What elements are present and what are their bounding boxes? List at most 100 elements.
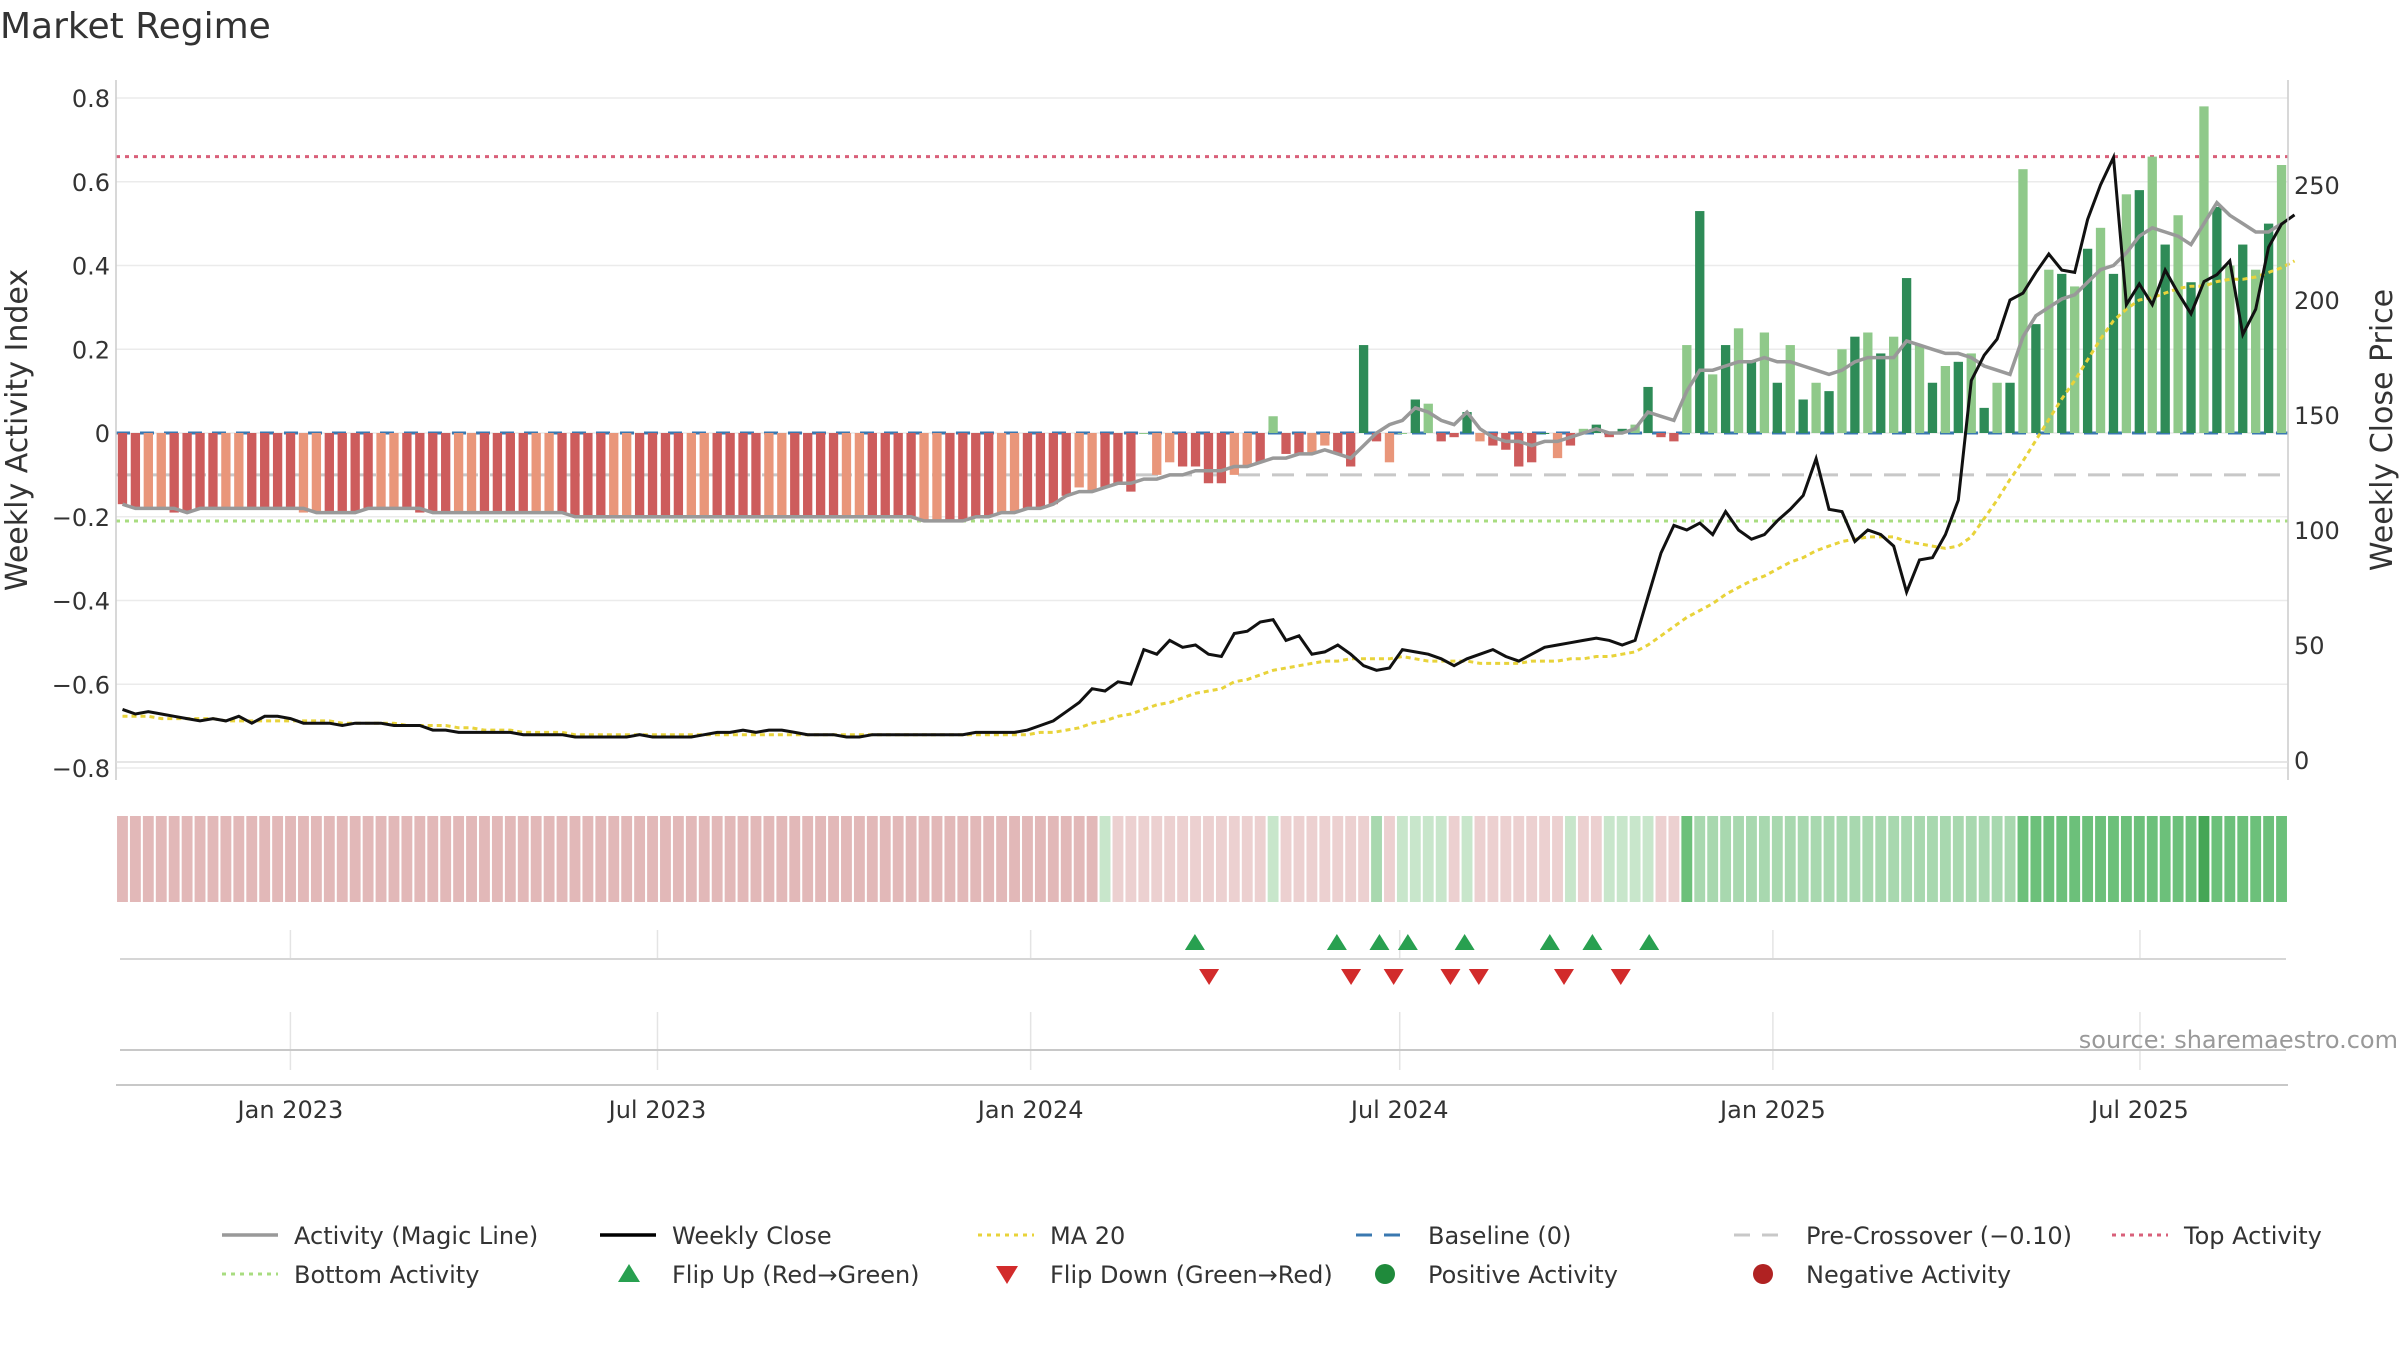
weekly-close-line <box>121 151 2296 739</box>
activity-bar <box>2121 194 2132 433</box>
activity-bar <box>557 433 567 513</box>
activity-bar <box>2199 106 2209 433</box>
regime-cell <box>427 816 439 902</box>
activity-bar <box>2186 282 2196 433</box>
axes: 0.8 0.6 0.4 0.2 0 −0.2 −0.4 −0.6 −0.8 250 200 150 10… <box>52 80 2340 1124</box>
activity-bar <box>1527 433 1537 463</box>
activity-bar <box>182 433 192 513</box>
regime-cell <box>530 816 542 902</box>
activity-bar <box>932 433 942 521</box>
regime-cell <box>1758 816 1770 902</box>
regime-cell <box>1164 816 1176 902</box>
legend: Activity (Magic Line) Weekly Close MA 20 Ba… <box>222 1222 2322 1289</box>
regime-cell <box>1319 816 1331 902</box>
activity-bar <box>1889 336 1899 433</box>
regime-cell <box>828 816 839 902</box>
activity-bar <box>699 433 709 517</box>
activity-bar <box>1876 353 1886 433</box>
activity-bar <box>893 433 903 517</box>
y-tick-left: −0.4 <box>52 588 110 616</box>
regime-cell <box>685 816 697 902</box>
regime-cell <box>155 816 167 902</box>
regime-cell <box>621 816 633 902</box>
regime-cell <box>2263 816 2275 902</box>
activity-bar <box>1126 433 1136 492</box>
regime-cell <box>1345 816 1357 902</box>
regime-cell <box>1151 816 1163 902</box>
activity-bar <box>117 433 128 505</box>
regime-cell <box>272 816 284 902</box>
activity-bar <box>1268 416 1278 433</box>
regime-cell <box>1901 816 1913 902</box>
activity-bar <box>1979 407 1989 433</box>
y-tick-right: 100 <box>2294 517 2340 545</box>
activity-bar <box>1281 433 1291 454</box>
activity-bar <box>441 433 451 513</box>
legend-label: MA 20 <box>1050 1222 1125 1250</box>
y-tick-left: 0.4 <box>72 253 110 281</box>
legend-item: Pre-Crossover (−0.10) <box>1734 1222 2072 1250</box>
activity-bar <box>531 433 541 513</box>
y-tick-left: 0.2 <box>72 336 110 364</box>
activity-bar <box>2044 269 2054 433</box>
activity-bar <box>169 433 179 513</box>
regime-cell <box>1733 816 1744 902</box>
flip-down-marker <box>1440 969 1461 985</box>
regime-cell <box>698 816 710 902</box>
chart-title: Market Regime <box>0 6 271 47</box>
flip-down-marker <box>1199 969 1220 985</box>
regime-cell <box>246 816 258 902</box>
activity-bar <box>1061 433 1071 496</box>
regime-cell <box>750 816 762 902</box>
activity-bar <box>2070 286 2080 433</box>
activity-bar <box>867 433 877 517</box>
regime-cell <box>1720 816 1732 902</box>
regime-cell <box>1422 816 1434 902</box>
regime-cell <box>1552 816 1563 902</box>
y-axis-right-label: Weekly Close Price <box>2365 289 2400 571</box>
activity-bar <box>363 433 373 509</box>
regime-cell <box>440 816 452 902</box>
activity-bar <box>609 433 619 517</box>
legend-item: Activity (Magic Line) <box>222 1222 538 1250</box>
legend-label: Activity (Magic Line) <box>294 1222 538 1250</box>
activity-bar <box>1539 433 1550 434</box>
regime-cell <box>2224 816 2236 902</box>
regime-cell <box>1784 816 1796 902</box>
legend-item: MA 20 <box>978 1222 1125 1250</box>
activity-bar <box>1746 361 1757 433</box>
regime-cell <box>453 816 465 902</box>
regime-cell <box>2198 816 2210 902</box>
x-tick: Jan 2023 <box>236 1096 344 1124</box>
activity-bar <box>1320 433 1330 446</box>
regime-cell <box>866 816 878 902</box>
regime-cell <box>1474 816 1486 902</box>
legend-item: Baseline (0) <box>1356 1222 1571 1250</box>
activity-bar <box>686 433 696 517</box>
regime-cell <box>414 816 426 902</box>
regime-cell <box>672 816 684 902</box>
source-label: source: sharemaestro.com <box>2079 1026 2398 1054</box>
activity-bar <box>596 433 606 517</box>
activity-bar <box>1811 382 1821 433</box>
activity-bar <box>2276 165 2287 433</box>
regime-cell <box>1396 816 1408 902</box>
activity-bar <box>1384 433 1395 463</box>
activity-bar <box>919 433 929 521</box>
activity-bar <box>1617 428 1627 433</box>
regime-cell <box>2017 816 2029 902</box>
activity-bar <box>2108 273 2119 433</box>
regime-cell <box>1849 816 1861 902</box>
regime-cell <box>1047 816 1059 902</box>
y-tick-left: −0.6 <box>52 671 110 699</box>
activity-bar <box>1643 386 1653 433</box>
regime-cell <box>466 816 477 902</box>
regime-cell <box>1539 816 1551 902</box>
regime-cell <box>569 816 581 902</box>
activity-bar <box>622 433 632 517</box>
regime-cell <box>1771 816 1783 902</box>
activity-bar <box>1720 345 1731 433</box>
regime-cell <box>1280 816 1292 902</box>
regime-cell <box>1616 816 1628 902</box>
flip-up-marker <box>1397 934 1418 950</box>
